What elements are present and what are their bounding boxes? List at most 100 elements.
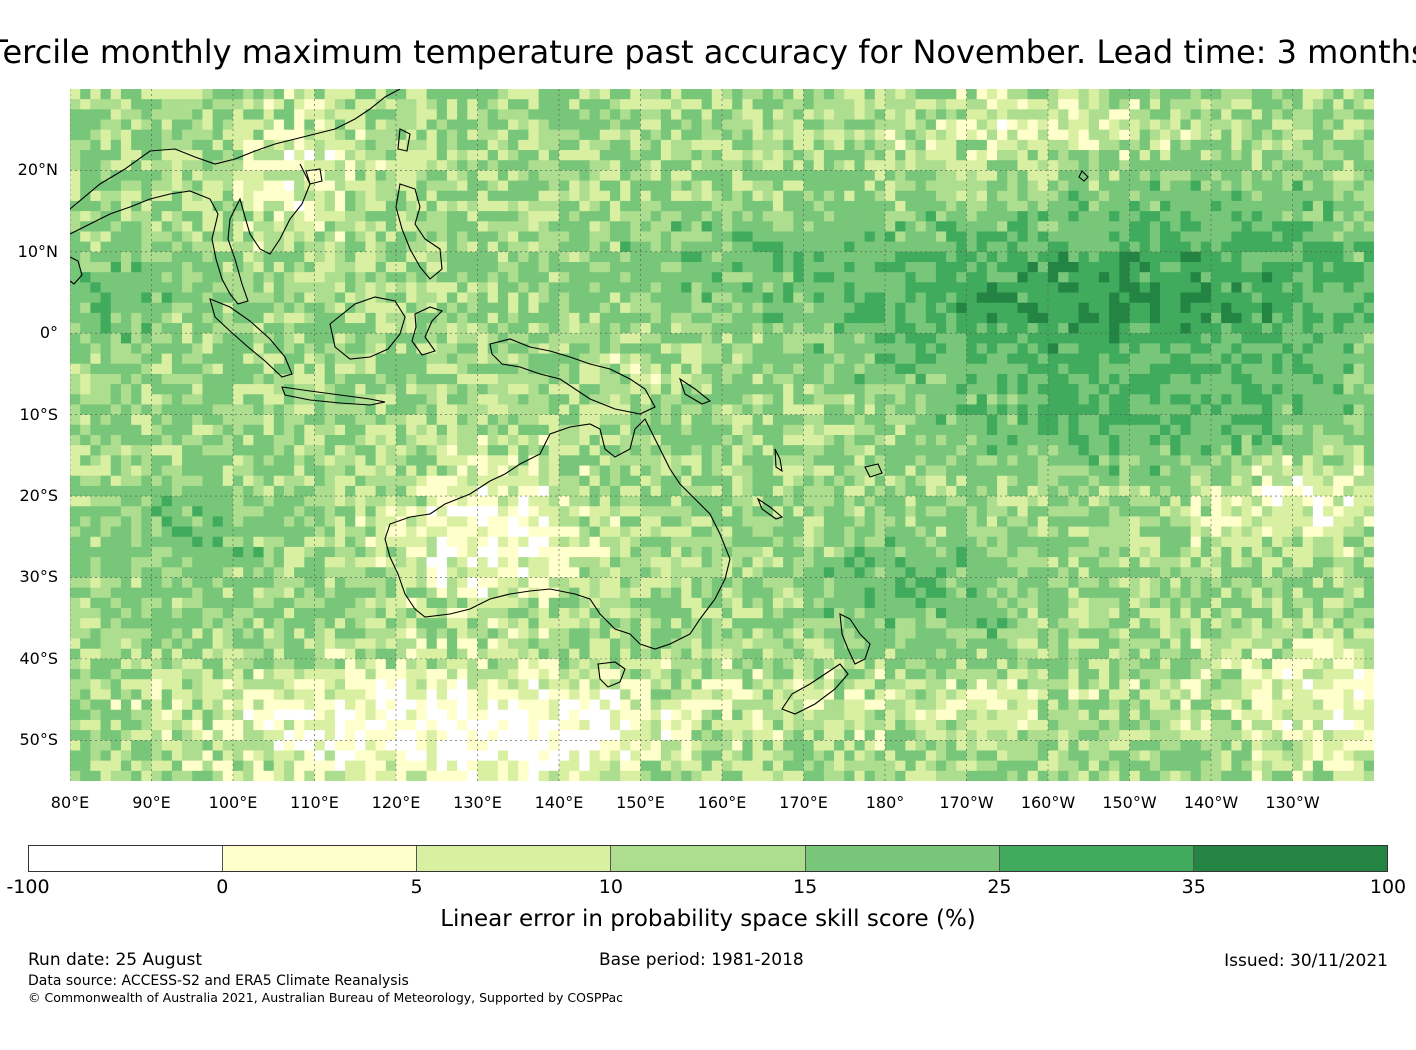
skill-cell (874, 129, 886, 141)
skill-cell (1058, 190, 1069, 202)
skill-cell (620, 109, 631, 121)
skill-cell (263, 272, 275, 283)
skill-cell (599, 312, 611, 324)
skill-cell (813, 312, 825, 324)
skill-cell (345, 404, 356, 416)
skill-cell (518, 323, 530, 334)
skill-cell (426, 394, 438, 406)
skill-cell (986, 272, 998, 283)
skill-cell (620, 190, 631, 202)
skill-cell (334, 414, 346, 426)
skill-cell (1119, 221, 1131, 233)
skill-cell (1048, 465, 1059, 477)
skill-cell (1119, 190, 1131, 202)
skill-cell (528, 373, 540, 385)
skill-cell (161, 384, 173, 395)
skill-cell (1119, 282, 1131, 294)
skill-cell (1221, 424, 1232, 436)
skill-cell (385, 211, 397, 222)
skill-cell (345, 170, 356, 182)
skill-cell (772, 150, 784, 161)
skill-cell (1241, 292, 1253, 304)
skill-cell (1027, 312, 1039, 324)
skill-cell (1363, 435, 1374, 446)
skill-cell (436, 282, 448, 294)
skill-cell (120, 211, 132, 222)
skill-cell (497, 211, 509, 222)
skill-cell (151, 89, 163, 100)
skill-cell (548, 424, 560, 436)
skill-cell (1139, 424, 1151, 436)
skill-cell (711, 353, 723, 365)
skill-cell (1139, 404, 1151, 416)
skill-cell (752, 241, 764, 253)
skill-cell (273, 119, 285, 131)
skill-cell (1098, 129, 1110, 141)
skill-cell (161, 180, 173, 192)
skill-cell (508, 251, 519, 263)
skill-cell (80, 139, 91, 151)
skill-cell (559, 384, 570, 395)
skill-cell (630, 302, 642, 314)
skill-cell (273, 129, 285, 141)
skill-cell (722, 89, 733, 100)
skill-cell (1109, 394, 1120, 406)
skill-cell (80, 485, 91, 497)
skill-cell (1292, 455, 1304, 467)
skill-cell (161, 251, 173, 263)
skill-cell (192, 99, 204, 110)
skill-cell (212, 435, 224, 446)
skill-cell (345, 99, 356, 110)
skill-cell (732, 190, 743, 202)
skill-cell (385, 251, 397, 263)
skill-cell (1363, 160, 1374, 172)
skill-cell (1251, 231, 1263, 243)
skill-cell (253, 424, 265, 436)
skill-cell (131, 99, 142, 110)
skill-cell (1058, 312, 1069, 324)
skill-cell (538, 404, 550, 416)
skill-cell (131, 150, 142, 161)
skill-cell (1272, 323, 1283, 334)
skill-cell (1292, 404, 1304, 416)
skill-cell (528, 272, 540, 283)
skill-cell (1190, 221, 1202, 233)
skill-cell (620, 129, 631, 141)
skill-cell (436, 109, 448, 121)
skill-cell (844, 211, 856, 222)
skill-cell (864, 89, 876, 100)
skill-cell (477, 241, 489, 253)
skill-cell (569, 190, 580, 202)
skill-cell (294, 312, 305, 324)
skill-cell (762, 373, 774, 385)
skill-cell (1312, 200, 1324, 212)
skill-cell (844, 384, 856, 395)
skill-cell (925, 465, 937, 477)
skill-cell (1353, 160, 1365, 172)
skill-cell (783, 445, 794, 456)
skill-cell (233, 282, 244, 294)
skill-cell (1037, 424, 1049, 436)
skill-cell (375, 475, 387, 487)
skill-cell (243, 384, 254, 395)
skill-cell (283, 109, 295, 121)
skill-cell (212, 200, 224, 212)
skill-cell (752, 435, 764, 446)
skill-cell (131, 343, 142, 355)
skill-cell (233, 363, 244, 375)
skill-cell (956, 302, 968, 314)
skill-cell (925, 455, 937, 467)
skill-cell (1231, 231, 1243, 243)
skill-cell (212, 373, 224, 385)
skill-cell (783, 221, 794, 233)
skill-cell (487, 170, 499, 182)
skill-cell (253, 363, 265, 375)
skill-cell (1231, 363, 1243, 375)
skill-cell (1221, 414, 1232, 426)
skill-cell (1027, 241, 1039, 253)
skill-cell (660, 373, 672, 385)
skill-cell (273, 109, 285, 121)
skill-cell (385, 465, 397, 477)
skill-cell (925, 404, 937, 416)
skill-cell (283, 221, 295, 233)
